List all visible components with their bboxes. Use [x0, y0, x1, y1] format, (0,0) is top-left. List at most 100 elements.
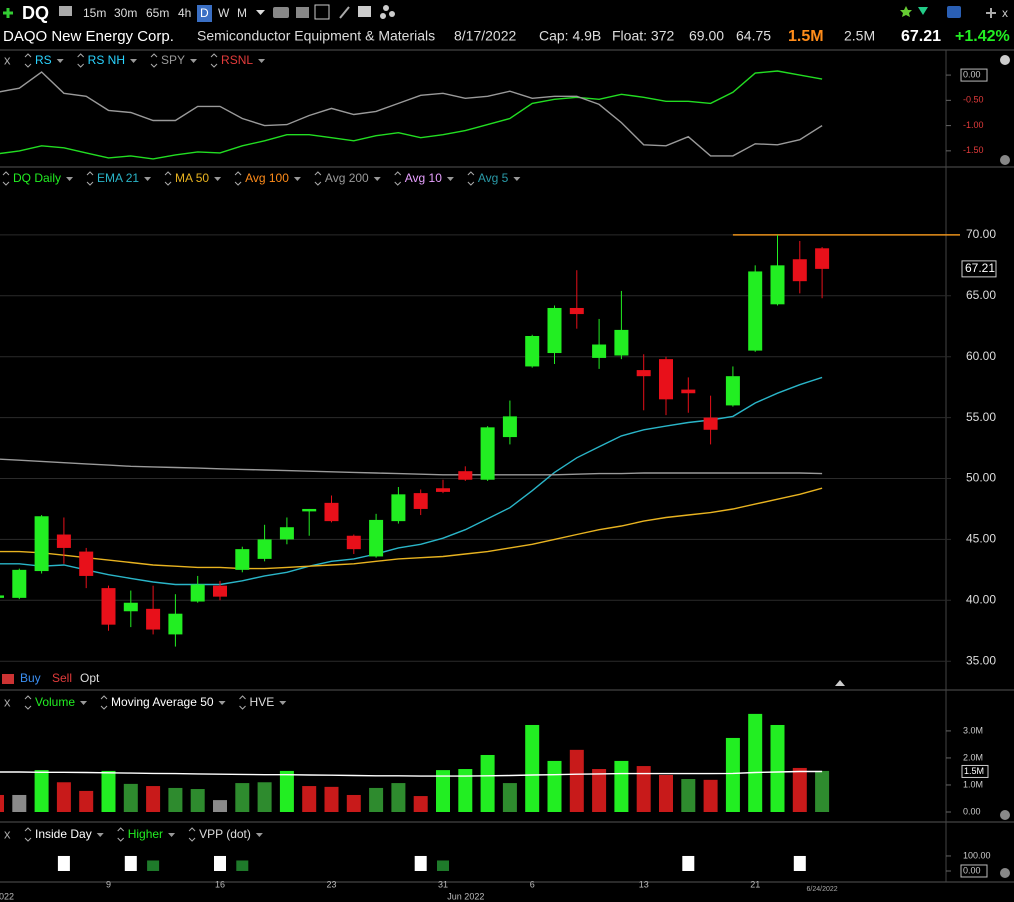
- dropdown[interactable]: [214, 177, 222, 181]
- tool-icon[interactable]: [273, 7, 289, 18]
- dropdown[interactable]: [258, 59, 266, 63]
- legend-item[interactable]: Volume: [35, 695, 75, 709]
- dropdown[interactable]: [446, 177, 454, 181]
- drag-icon[interactable]: [314, 171, 322, 186]
- candle-body: [659, 359, 673, 400]
- drag-icon[interactable]: [239, 695, 246, 710]
- dropdown[interactable]: [279, 701, 287, 705]
- price-tag: [961, 260, 997, 278]
- settings-icon[interactable]: [1000, 155, 1010, 165]
- tool-icon[interactable]: [383, 5, 389, 11]
- dropdown[interactable]: [218, 701, 226, 705]
- candle-body: [703, 417, 718, 430]
- drag-icon[interactable]: [2, 171, 10, 186]
- scroll-icon[interactable]: [835, 680, 845, 686]
- settings-icon[interactable]: [1000, 810, 1010, 820]
- legend-item[interactable]: RSNL: [221, 53, 253, 67]
- dropdown[interactable]: [144, 177, 152, 181]
- y-tick-label: 2.0M: [963, 752, 983, 762]
- interval[interactable]: D: [200, 6, 209, 20]
- dropdown[interactable]: [293, 177, 301, 181]
- close-button[interactable]: x: [1002, 6, 1008, 20]
- close-button[interactable]: x: [4, 694, 11, 709]
- indicator-line: [0, 71, 823, 157]
- drag-icon[interactable]: [150, 53, 158, 68]
- legend-item[interactable]: DQ Daily: [13, 171, 61, 185]
- drag-icon[interactable]: [100, 695, 108, 710]
- legend-item[interactable]: Avg 100: [245, 171, 289, 185]
- dropdown[interactable]: [190, 59, 198, 63]
- drag-icon[interactable]: [188, 827, 196, 842]
- buy-sell-icon[interactable]: [2, 674, 14, 684]
- s-icon[interactable]: [947, 6, 961, 18]
- legend-item[interactable]: RS: [35, 53, 52, 67]
- tool-icon[interactable]: [314, 4, 330, 20]
- star-icon[interactable]: [900, 6, 912, 17]
- rt-icon[interactable]: [918, 7, 928, 15]
- legend-item[interactable]: Avg 200: [325, 171, 369, 185]
- close-button[interactable]: x: [4, 826, 11, 841]
- symbol[interactable]: DQ: [22, 3, 49, 23]
- drag-icon[interactable]: [467, 171, 475, 186]
- volume-bar: [79, 790, 94, 812]
- legend-item[interactable]: Avg 5: [478, 171, 509, 185]
- trade-button[interactable]: Buy: [20, 671, 41, 685]
- drag-icon[interactable]: [117, 827, 125, 842]
- dropdown[interactable]: [66, 177, 74, 181]
- drag-icon[interactable]: [24, 53, 32, 68]
- dropdown[interactable]: [256, 10, 265, 15]
- drag-icon[interactable]: [24, 827, 32, 842]
- dropdown[interactable]: [255, 833, 263, 837]
- dropdown[interactable]: [56, 59, 64, 63]
- volume-bar: [436, 770, 450, 812]
- tool-icon[interactable]: [389, 11, 395, 17]
- drag-icon[interactable]: [77, 53, 85, 68]
- dropdown[interactable]: [80, 701, 88, 705]
- tick-box: [960, 864, 988, 878]
- legend-item[interactable]: Moving Average 50: [111, 695, 214, 709]
- legend-item[interactable]: Inside Day: [35, 827, 92, 841]
- print-icon[interactable]: [59, 6, 72, 16]
- drag-icon[interactable]: [394, 171, 402, 186]
- interval[interactable]: M: [237, 6, 247, 20]
- legend-item[interactable]: RS NH: [88, 53, 125, 67]
- trade-button[interactable]: Sell: [52, 671, 72, 685]
- indicator-line: [0, 458, 823, 476]
- legend-item[interactable]: VPP (dot): [199, 827, 251, 841]
- dropdown[interactable]: [373, 177, 381, 181]
- settings-icon[interactable]: [1000, 868, 1010, 878]
- tool-icon[interactable]: [358, 6, 371, 17]
- interval[interactable]: 15m: [83, 6, 106, 20]
- drag-icon[interactable]: [164, 171, 172, 186]
- dropdown[interactable]: [168, 833, 176, 837]
- interval[interactable]: W: [218, 6, 230, 20]
- interval[interactable]: 30m: [114, 6, 137, 20]
- drag-icon[interactable]: [210, 53, 218, 68]
- move-icon[interactable]: [986, 8, 996, 18]
- dropdown[interactable]: [513, 177, 521, 181]
- volume-bar: [346, 794, 361, 812]
- draw-icon[interactable]: [339, 6, 350, 19]
- drag-icon[interactable]: [24, 695, 32, 710]
- interval[interactable]: 4h: [178, 6, 191, 20]
- close-button[interactable]: x: [4, 52, 11, 67]
- legend-item[interactable]: EMA 21: [97, 171, 139, 185]
- legend-item[interactable]: SPY: [161, 53, 185, 67]
- legend-item[interactable]: MA 50: [175, 171, 209, 185]
- candle-body: [569, 307, 584, 315]
- tool-icon[interactable]: [296, 7, 309, 18]
- settings-icon[interactable]: [1000, 55, 1010, 65]
- tool-icon[interactable]: [380, 13, 386, 19]
- dropdown[interactable]: [130, 59, 138, 63]
- dropdown[interactable]: [96, 833, 104, 837]
- legend-item[interactable]: Avg 10: [405, 171, 442, 185]
- legend-item[interactable]: Higher: [128, 827, 163, 841]
- drag-icon[interactable]: [234, 171, 242, 186]
- candle-body: [190, 584, 205, 602]
- interval[interactable]: 65m: [146, 6, 169, 20]
- drag-icon[interactable]: [86, 171, 94, 186]
- legend-item[interactable]: HVE: [250, 695, 275, 709]
- trade-button[interactable]: Opt: [80, 671, 100, 685]
- add-icon[interactable]: [3, 8, 13, 18]
- y-tick-label: 100.00: [963, 850, 991, 860]
